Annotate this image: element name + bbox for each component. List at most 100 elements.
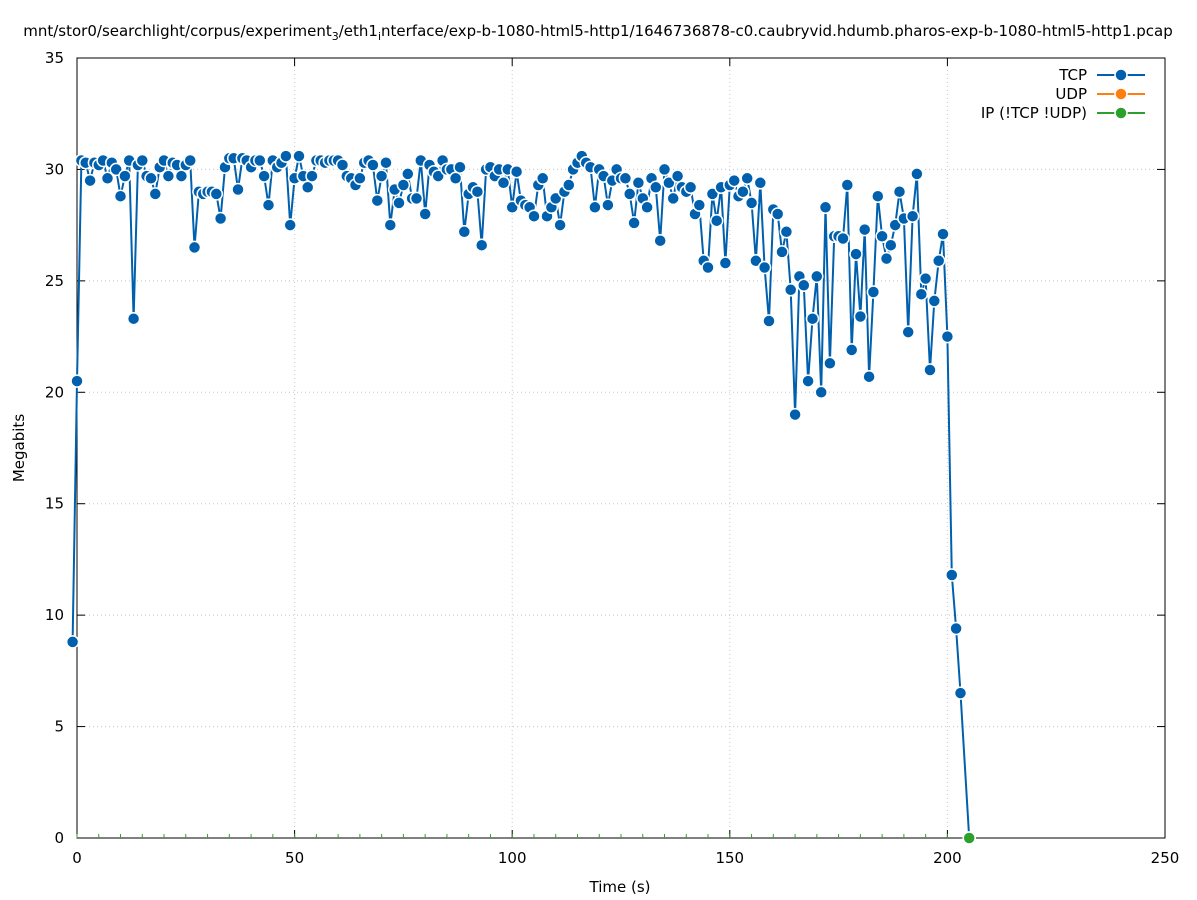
data-point [801, 374, 815, 388]
data-point [366, 158, 380, 172]
data-point [653, 233, 667, 248]
legend-marker [1114, 106, 1128, 120]
data-point [457, 225, 472, 239]
data-point [945, 568, 959, 582]
data-point [448, 171, 463, 186]
data-point [670, 169, 685, 183]
data-point [662, 176, 676, 190]
data-point [753, 176, 768, 190]
data-point [818, 200, 833, 215]
data-point [183, 153, 197, 168]
data-point [392, 196, 406, 210]
chart-title: mnt/stor0/searchlight/corpus/experiment3… [23, 22, 1173, 43]
data-point [622, 187, 637, 201]
data-point [875, 229, 889, 244]
data-point [884, 238, 898, 252]
x-tick-label: 0 [72, 849, 82, 867]
data-point [627, 216, 641, 230]
data-point [953, 686, 968, 700]
data-point [383, 218, 398, 232]
data-point [505, 200, 519, 215]
y-tick-label: 15 [45, 495, 64, 513]
y-tick-label: 10 [45, 606, 64, 624]
data-point [431, 169, 445, 183]
data-point [649, 180, 663, 195]
data-point [762, 314, 776, 328]
legend-marker [1114, 68, 1128, 82]
data-point [65, 635, 80, 649]
x-tick-label: 150 [715, 849, 744, 867]
data-point [783, 283, 798, 297]
data-point [931, 254, 946, 268]
data-point [901, 325, 915, 339]
data-point [161, 169, 176, 183]
legend-label: IP (!TCP !UDP) [981, 104, 1087, 122]
data-point [683, 180, 698, 195]
data-point [736, 184, 750, 199]
data-point [126, 311, 141, 326]
legend-marker [1114, 87, 1128, 101]
data-point [396, 178, 411, 192]
data-point [814, 385, 828, 400]
data-point [374, 169, 389, 183]
y-tick-label: 5 [54, 718, 64, 736]
data-point [805, 311, 820, 326]
series-line-0 [71, 153, 971, 839]
data-point [879, 251, 894, 266]
x-tick-label: 100 [498, 849, 527, 867]
data-point [927, 294, 942, 308]
x-tick-label: 200 [933, 849, 962, 867]
data-point [666, 191, 680, 206]
data-point [701, 260, 715, 275]
data-point [657, 162, 672, 177]
data-point [474, 238, 489, 252]
data-point [718, 256, 733, 270]
data-point [144, 171, 158, 186]
data-point [779, 225, 794, 239]
data-point [727, 173, 741, 188]
data-point [949, 621, 963, 636]
data-point [335, 158, 350, 172]
data-point [962, 831, 976, 845]
data-point [100, 171, 115, 186]
y-tick-label: 0 [54, 829, 64, 847]
data-point [527, 209, 541, 223]
data-point [601, 198, 615, 212]
data-point [692, 198, 707, 212]
data-point [857, 222, 872, 237]
x-tick-label: 50 [285, 849, 304, 867]
data-point [213, 211, 228, 226]
data-point [379, 155, 393, 170]
data-point [749, 254, 763, 268]
data-point [940, 329, 955, 344]
data-point [548, 191, 563, 206]
y-tick-label: 35 [45, 49, 64, 67]
data-point [305, 169, 319, 183]
y-axis-label: Megabits [10, 414, 28, 482]
data-point [300, 180, 315, 195]
data-point [261, 198, 276, 212]
data-point [810, 269, 824, 284]
data-point [709, 213, 724, 228]
data-point [866, 285, 881, 299]
data-point [535, 171, 550, 186]
data-point [279, 149, 293, 163]
data-point [418, 207, 432, 221]
data-point [631, 176, 646, 190]
data-point [113, 189, 128, 203]
data-point [744, 196, 759, 210]
y-tick-label: 25 [45, 272, 64, 290]
data-point [562, 178, 576, 192]
data-point [640, 200, 654, 215]
data-point [496, 176, 511, 190]
data-point [910, 167, 924, 181]
data-point [840, 178, 855, 192]
data-point [618, 171, 633, 186]
data-point [588, 200, 602, 215]
data-point [174, 169, 189, 183]
data-point [553, 218, 567, 232]
data-point [401, 167, 415, 181]
data-point [83, 173, 97, 188]
